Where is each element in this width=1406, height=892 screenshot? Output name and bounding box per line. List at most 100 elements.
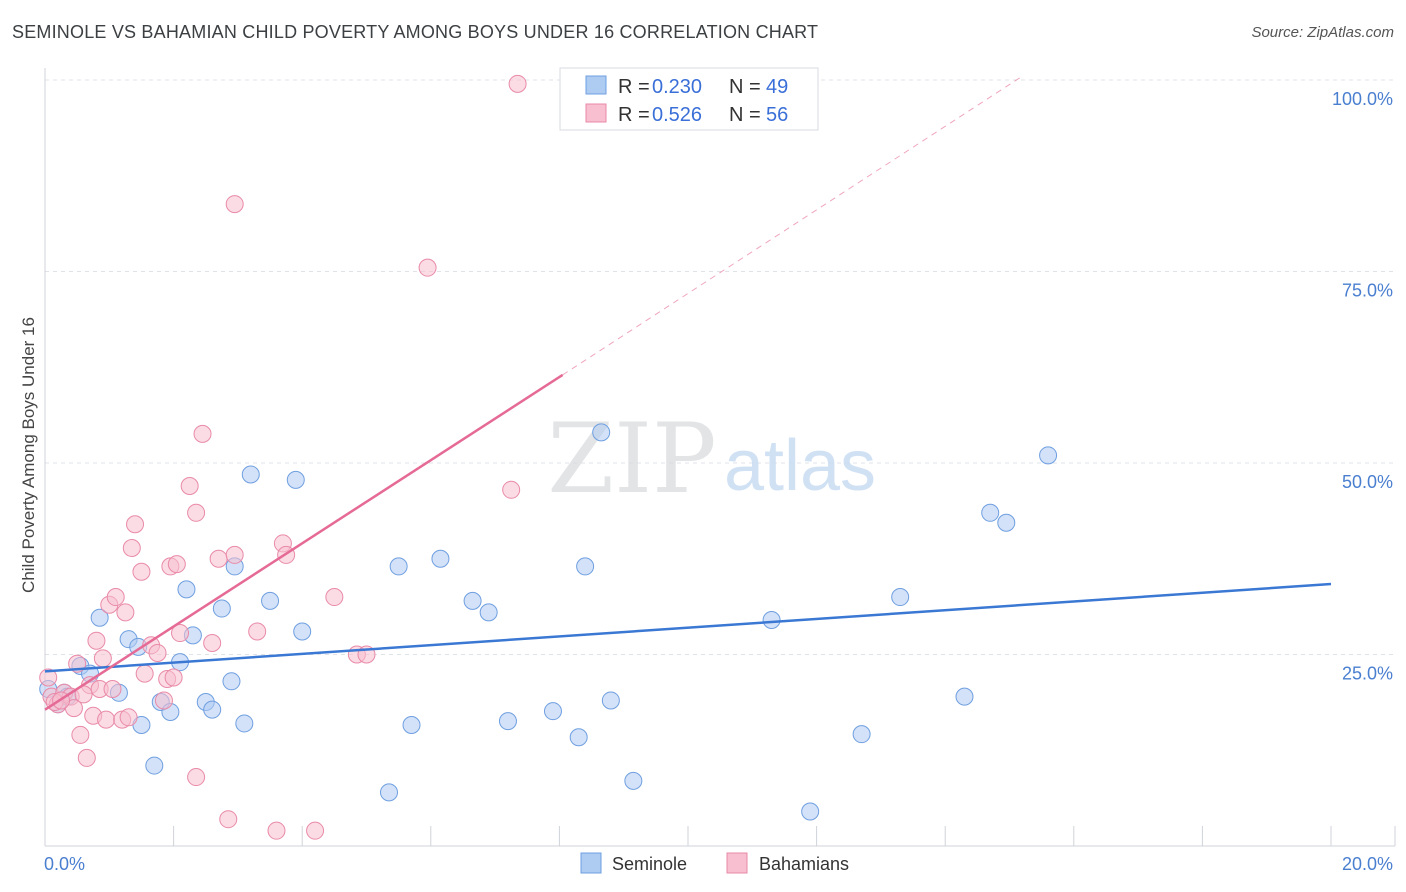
bahamians-point-48	[418, 258, 437, 277]
seminole-point-39	[624, 771, 643, 790]
legend-swatch-seminole	[585, 75, 607, 95]
seminole-point-37	[592, 423, 611, 442]
seminole-point-20	[222, 672, 241, 691]
legend-n-value-bahamians: 56	[766, 104, 788, 126]
bahamians-point-8	[77, 748, 96, 767]
seminole-point-31	[463, 591, 482, 610]
axes	[44, 68, 1396, 847]
seminole-point-6	[90, 608, 109, 627]
source-label: Source: ZipAtlas.com	[1251, 24, 1394, 41]
seminole-point-27	[380, 783, 399, 802]
bahamians-point-30	[171, 624, 190, 643]
bahamians-point-18	[116, 603, 135, 622]
bahamians-point-34	[193, 424, 212, 443]
grid	[45, 79, 1395, 655]
legend-r-label-bahamians: R =	[618, 104, 650, 126]
seminole-point-25	[286, 470, 305, 489]
trend-lines	[44, 75, 1332, 711]
seminole-point-45	[981, 503, 1000, 522]
x-tick-label-1: 20.0%	[1342, 854, 1393, 874]
watermark: ZIP atlas	[547, 403, 876, 515]
bahamians-point-21	[126, 515, 145, 534]
bahamians-point-23	[135, 664, 154, 683]
seminole-point-30	[431, 549, 450, 568]
seminole-point-46	[997, 513, 1016, 532]
bahamians-point-40	[248, 622, 267, 641]
bahamians-point-39	[225, 195, 244, 214]
seminole-point-35	[569, 728, 588, 747]
bahamians-point-11	[87, 631, 106, 650]
bahamians-point-37	[219, 810, 238, 829]
bahamians-point-0	[39, 668, 58, 687]
bahamians-point-45	[325, 588, 344, 607]
y-axis-label: Child Poverty Among Boys Under 16	[19, 317, 38, 593]
bahamians-point-20	[122, 539, 141, 558]
seminole-point-40	[762, 611, 781, 630]
seminole-point-28	[389, 557, 408, 576]
seminole-point-24	[261, 591, 280, 610]
seminole-point-23	[241, 465, 260, 484]
legend-n-label-bahamians: N =	[729, 104, 761, 126]
seminole-trend-line	[44, 582, 1332, 673]
bottom-legend-label-bahamians: Bahamians	[759, 854, 849, 874]
bahamians-point-25	[148, 643, 167, 662]
chart-title: SEMINOLE VS BAHAMIAN CHILD POVERTY AMONG…	[12, 22, 819, 42]
y-tick-label-0: 25.0%	[1342, 664, 1393, 684]
bahamians-point-7	[71, 725, 90, 744]
seminole-point-44	[955, 687, 974, 706]
legend-n-label-seminole: N =	[729, 76, 761, 98]
y-tick-label-3: 100.0%	[1332, 89, 1393, 109]
bahamians-trend-line	[44, 373, 564, 711]
bottom-legend-label-seminole: Seminole	[612, 854, 687, 874]
legend: R = 0.230 N = 49 R = 0.526 N = 56	[559, 67, 819, 131]
bottom-legend: Seminole Bahamians	[580, 852, 849, 874]
legend-r-value-bahamians: 0.526	[652, 104, 702, 126]
bahamians-trend-extension	[562, 75, 1023, 376]
bahamians-point-19	[119, 708, 138, 727]
seminole-point-34	[543, 702, 562, 721]
seminole-point-33	[498, 712, 517, 731]
watermark-atlas: atlas	[724, 426, 876, 506]
seminole-point-42	[852, 725, 871, 744]
bahamians-point-50	[508, 74, 527, 93]
data-points	[39, 74, 1058, 840]
seminole-point-47	[1039, 446, 1058, 465]
seminole-point-19	[212, 599, 231, 618]
seminole-point-43	[891, 588, 910, 607]
y-tick-label-2: 75.0%	[1342, 281, 1393, 301]
bahamians-point-31	[180, 476, 199, 495]
seminole-point-29	[402, 715, 421, 734]
seminole-point-38	[601, 691, 620, 710]
seminole-point-36	[576, 557, 595, 576]
bahamians-point-29	[167, 555, 186, 574]
legend-n-value-seminole: 49	[766, 76, 788, 98]
seminole-point-26	[293, 622, 312, 641]
bahamians-point-26	[154, 691, 173, 710]
y-tick-label-1: 50.0%	[1342, 472, 1393, 492]
bahamians-point-32	[187, 503, 206, 522]
seminole-point-18	[203, 700, 222, 719]
bahamians-point-41	[267, 821, 286, 840]
bahamians-point-44	[306, 821, 325, 840]
seminole-point-41	[801, 802, 820, 821]
legend-r-label-seminole: R =	[618, 76, 650, 98]
seminole-point-22	[235, 714, 254, 733]
bahamians-point-38	[225, 545, 244, 564]
bahamians-point-14	[97, 710, 116, 729]
bottom-legend-swatch-seminole	[580, 852, 602, 874]
seminole-point-11	[145, 756, 164, 775]
bahamians-point-22	[132, 562, 151, 581]
watermark-zip: ZIP	[547, 403, 716, 515]
bahamians-point-49	[502, 480, 521, 499]
bahamians-point-16	[106, 588, 125, 607]
legend-r-value-seminole: 0.230	[652, 76, 702, 98]
bahamians-point-36	[209, 549, 228, 568]
tick-labels: 25.0% 50.0% 75.0% 100.0% 0.0% 20.0%	[44, 89, 1393, 874]
seminole-point-15	[177, 580, 196, 599]
bahamians-point-35	[203, 634, 222, 653]
x-tick-label-0: 0.0%	[44, 854, 85, 874]
bahamians-point-54	[103, 679, 122, 698]
legend-swatch-bahamians	[585, 103, 607, 123]
bahamians-point-13	[93, 649, 112, 668]
